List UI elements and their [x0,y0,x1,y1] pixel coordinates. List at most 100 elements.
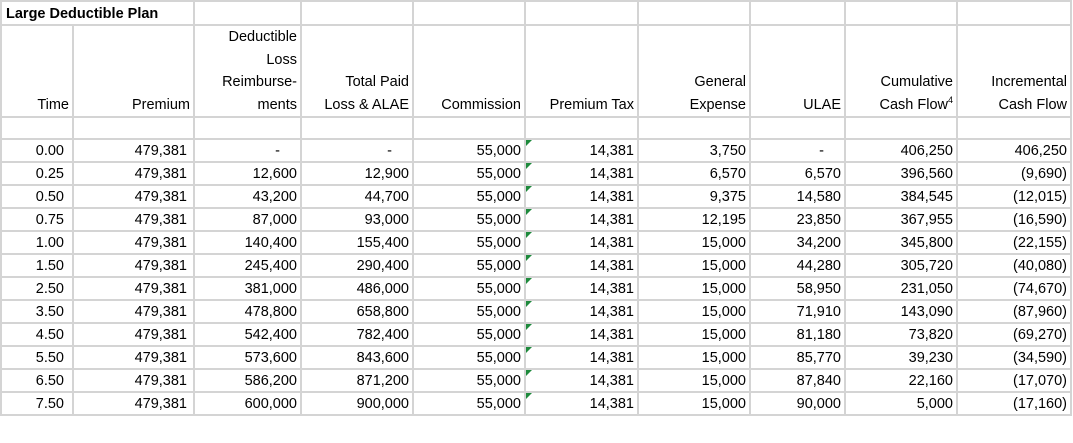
cell[interactable] [412,116,526,140]
cell-ulae[interactable]: 81,180 [749,322,846,347]
cell-premium[interactable]: 479,381 [72,253,195,278]
cell-commission[interactable]: 55,000 [412,253,526,278]
cell-time[interactable]: 0.25 [0,161,74,186]
cell[interactable] [193,116,302,140]
cell-incremental-cash-flow[interactable]: 406,250 [956,138,1072,163]
cell-premium-tax[interactable]: 14,381 [524,161,639,186]
cell-general-expense[interactable]: 12,195 [637,207,751,232]
cell-general-expense[interactable]: 15,000 [637,299,751,324]
cell-premium-tax[interactable]: 14,381 [524,299,639,324]
cell-incremental-cash-flow[interactable]: (40,080) [956,253,1072,278]
cell-premium-tax[interactable]: 14,381 [524,138,639,163]
cell-total-paid-loss-alae[interactable]: 290,400 [300,253,414,278]
header-premium-tax[interactable]: Premium Tax [524,24,639,118]
cell-premium-tax[interactable]: 14,381 [524,184,639,209]
cell-time[interactable]: 0.50 [0,184,74,209]
cell-commission[interactable]: 55,000 [412,184,526,209]
cell-ulae[interactable]: 34,200 [749,230,846,255]
cell-cumulative-cash-flow[interactable]: 305,720 [844,253,958,278]
cell-commission[interactable]: 55,000 [412,391,526,416]
header-commission[interactable]: Commission [412,24,526,118]
cell-deductible-loss-reimbursements[interactable]: 573,600 [193,345,302,370]
cell-commission[interactable]: 55,000 [412,345,526,370]
cell[interactable] [524,116,639,140]
cell-ulae[interactable]: 90,000 [749,391,846,416]
sheet-title[interactable]: Large Deductible Plan [0,0,195,26]
cell-general-expense[interactable]: 15,000 [637,322,751,347]
cell-general-expense[interactable]: 15,000 [637,345,751,370]
cell-premium[interactable]: 479,381 [72,230,195,255]
cell-incremental-cash-flow[interactable]: (16,590) [956,207,1072,232]
cell-total-paid-loss-alae[interactable]: 486,000 [300,276,414,301]
cell-commission[interactable]: 55,000 [412,299,526,324]
header-ulae[interactable]: ULAE [749,24,846,118]
cell-ulae[interactable]: 85,770 [749,345,846,370]
cell-time[interactable]: 1.50 [0,253,74,278]
cell-total-paid-loss-alae[interactable]: - [300,138,414,163]
cell-time[interactable]: 6.50 [0,368,74,393]
header-cumulative-cash-flow[interactable]: Cumulative Cash Flow4 [844,24,958,118]
cell-incremental-cash-flow[interactable]: (34,590) [956,345,1072,370]
cell-total-paid-loss-alae[interactable]: 658,800 [300,299,414,324]
cell-premium-tax[interactable]: 14,381 [524,391,639,416]
cell-cumulative-cash-flow[interactable]: 22,160 [844,368,958,393]
cell-premium[interactable]: 479,381 [72,391,195,416]
cell[interactable] [844,0,958,26]
cell-incremental-cash-flow[interactable]: (74,670) [956,276,1072,301]
cell-cumulative-cash-flow[interactable]: 143,090 [844,299,958,324]
cell[interactable] [956,0,1072,26]
cell-premium-tax[interactable]: 14,381 [524,322,639,347]
cell[interactable] [524,0,639,26]
cell-total-paid-loss-alae[interactable]: 900,000 [300,391,414,416]
cell-incremental-cash-flow[interactable]: (17,070) [956,368,1072,393]
cell-ulae[interactable]: 44,280 [749,253,846,278]
cell-cumulative-cash-flow[interactable]: 396,560 [844,161,958,186]
cell[interactable] [412,0,526,26]
cell-general-expense[interactable]: 15,000 [637,230,751,255]
cell-commission[interactable]: 55,000 [412,138,526,163]
cell-ulae[interactable]: 58,950 [749,276,846,301]
cell-general-expense[interactable]: 15,000 [637,391,751,416]
cell-cumulative-cash-flow[interactable]: 384,545 [844,184,958,209]
cell-cumulative-cash-flow[interactable]: 73,820 [844,322,958,347]
cell-premium-tax[interactable]: 14,381 [524,345,639,370]
cell[interactable] [193,0,302,26]
cell-incremental-cash-flow[interactable]: (87,960) [956,299,1072,324]
cell-time[interactable]: 4.50 [0,322,74,347]
cell-premium[interactable]: 479,381 [72,184,195,209]
cell-commission[interactable]: 55,000 [412,276,526,301]
cell-time[interactable]: 7.50 [0,391,74,416]
cell-commission[interactable]: 55,000 [412,230,526,255]
header-premium[interactable]: Premium [72,24,195,118]
cell-ulae[interactable]: 87,840 [749,368,846,393]
cell-cumulative-cash-flow[interactable]: 5,000 [844,391,958,416]
cell-time[interactable]: 0.00 [0,138,74,163]
cell-commission[interactable]: 55,000 [412,207,526,232]
cell-deductible-loss-reimbursements[interactable]: 245,400 [193,253,302,278]
cell[interactable] [956,116,1072,140]
cell-cumulative-cash-flow[interactable]: 39,230 [844,345,958,370]
cell-premium[interactable]: 479,381 [72,299,195,324]
cell-ulae[interactable]: 14,580 [749,184,846,209]
cell-premium[interactable]: 479,381 [72,345,195,370]
cell-ulae[interactable]: 23,850 [749,207,846,232]
cell-time[interactable]: 1.00 [0,230,74,255]
cell-deductible-loss-reimbursements[interactable]: 542,400 [193,322,302,347]
cell-incremental-cash-flow[interactable]: (69,270) [956,322,1072,347]
cell-deductible-loss-reimbursements[interactable]: 87,000 [193,207,302,232]
cell[interactable] [749,0,846,26]
cell-commission[interactable]: 55,000 [412,322,526,347]
cell-general-expense[interactable]: 15,000 [637,276,751,301]
header-general-expense[interactable]: General Expense [637,24,751,118]
header-total-paid[interactable]: Total Paid Loss & ALAE [300,24,414,118]
cell-general-expense[interactable]: 15,000 [637,253,751,278]
cell-cumulative-cash-flow[interactable]: 231,050 [844,276,958,301]
cell[interactable] [637,0,751,26]
cell-incremental-cash-flow[interactable]: (17,160) [956,391,1072,416]
cell-general-expense[interactable]: 15,000 [637,368,751,393]
cell-incremental-cash-flow[interactable]: (22,155) [956,230,1072,255]
cell-total-paid-loss-alae[interactable]: 155,400 [300,230,414,255]
cell-cumulative-cash-flow[interactable]: 367,955 [844,207,958,232]
cell-ulae[interactable]: 71,910 [749,299,846,324]
cell-time[interactable]: 2.50 [0,276,74,301]
